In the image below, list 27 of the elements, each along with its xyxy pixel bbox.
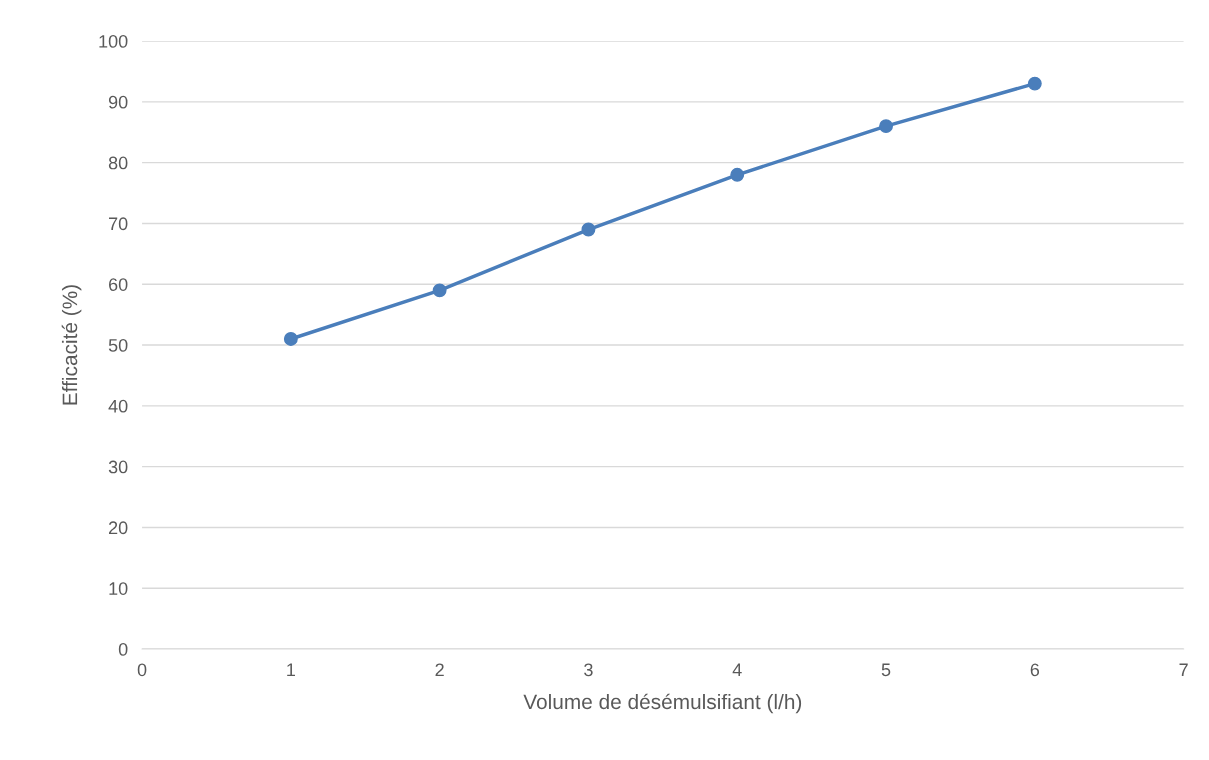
x-tick-label: 2 <box>435 663 444 677</box>
x-tick-label: 3 <box>584 663 593 677</box>
x-tick-label: 0 <box>137 663 147 677</box>
point <box>283 332 298 346</box>
y-tick-label: 20 <box>109 521 128 535</box>
point <box>730 167 745 182</box>
y-tick-label: 80 <box>108 156 128 170</box>
x-tick-label: 6 <box>1030 663 1040 677</box>
y-tick-label: 50 <box>108 338 128 352</box>
y-tick-label: 100 <box>99 34 128 48</box>
point <box>581 222 596 237</box>
point <box>1027 76 1042 91</box>
y-tick-label: 90 <box>108 95 128 109</box>
y-tick-label: 70 <box>109 217 128 231</box>
x-tick-label: 1 <box>287 663 295 677</box>
point <box>432 283 447 298</box>
x-tick-label: 4 <box>732 663 742 677</box>
x-tick-label: 5 <box>881 663 891 677</box>
y-tick-label: 40 <box>108 399 128 413</box>
y-tick-label: 0 <box>118 642 128 656</box>
y-tick-label: 30 <box>108 460 128 474</box>
y-tick-label: 60 <box>109 278 128 291</box>
point <box>879 119 893 134</box>
x-axis-title: Volume de désémulsifiant (l/h) <box>523 693 802 714</box>
x-tick-label: 7 <box>1179 663 1188 677</box>
y-axis-title: Efficacité (%) <box>61 285 82 405</box>
y-tick-label: 10 <box>109 582 128 595</box>
